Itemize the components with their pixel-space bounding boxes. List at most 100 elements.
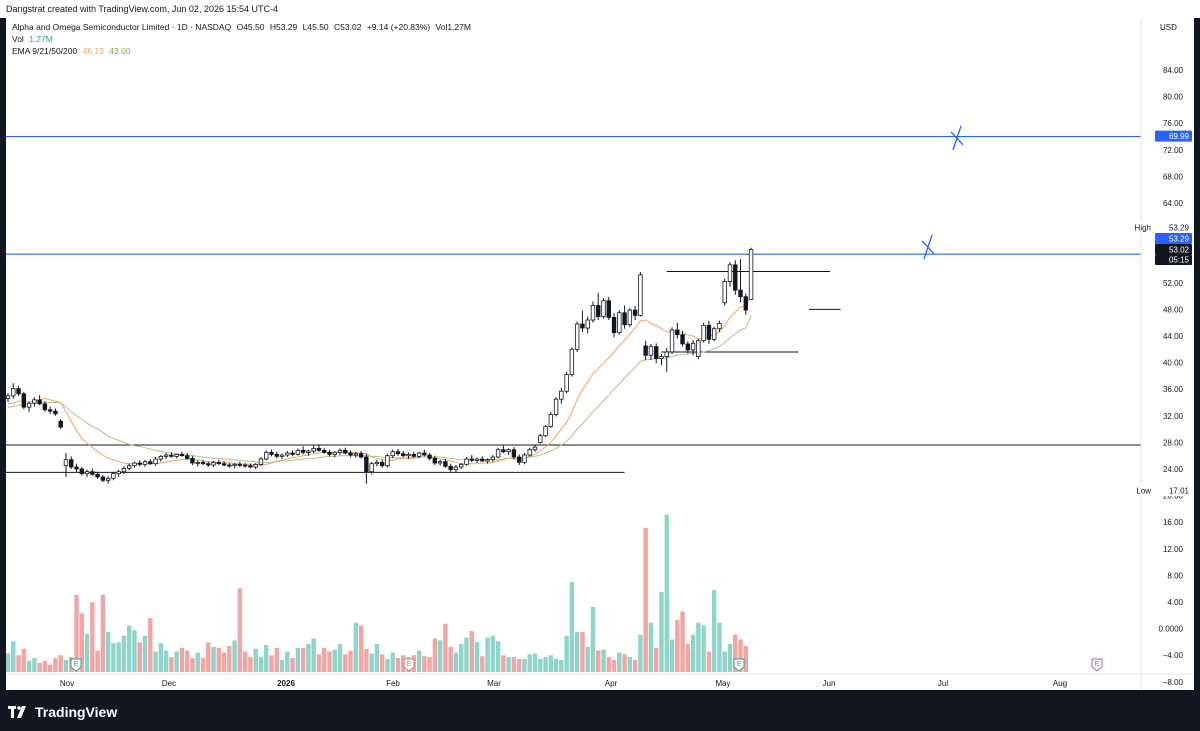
candle bbox=[480, 456, 485, 462]
tag-low-label-bg bbox=[1133, 485, 1154, 496]
candle-body bbox=[427, 454, 432, 459]
candle-body bbox=[21, 393, 27, 408]
candle bbox=[132, 461, 137, 468]
volume-bar bbox=[474, 642, 480, 672]
volume-bar bbox=[664, 514, 669, 672]
candle-body bbox=[74, 466, 79, 470]
candle bbox=[748, 247, 754, 300]
price-tick-label: 44.00 bbox=[1163, 332, 1184, 341]
candle bbox=[738, 258, 743, 303]
x-mark-upper bbox=[950, 125, 964, 151]
candle bbox=[184, 453, 190, 460]
candle-body bbox=[190, 457, 195, 464]
earnings-icon-aug-shape bbox=[1091, 658, 1103, 672]
ema21-value: 43.00 bbox=[109, 46, 131, 56]
volume-bar bbox=[437, 640, 443, 672]
volume-bar bbox=[717, 622, 722, 672]
volume-bar bbox=[532, 653, 538, 672]
time-tick-label: Mar bbox=[487, 679, 501, 688]
candle-body bbox=[574, 323, 580, 350]
tag-high-value-text: 53.29 bbox=[1169, 224, 1190, 233]
price-axis-bg bbox=[1141, 18, 1194, 690]
ema21-line bbox=[7, 315, 752, 463]
price-tick-label: 80.00 bbox=[1163, 93, 1184, 102]
candle bbox=[701, 322, 706, 343]
candle bbox=[21, 391, 27, 410]
candle-body bbox=[264, 451, 269, 460]
volume-bar bbox=[580, 632, 585, 672]
candle-body bbox=[627, 309, 633, 326]
candle-body bbox=[669, 329, 675, 353]
tag-level-lower-text: 53.29 bbox=[1169, 235, 1190, 244]
volume-bar bbox=[469, 631, 474, 672]
candle bbox=[443, 459, 448, 468]
candle bbox=[116, 469, 121, 477]
candle bbox=[559, 387, 564, 404]
ema-label: EMA 9/21/50/200 bbox=[12, 46, 78, 56]
candle-body bbox=[532, 446, 538, 451]
volume-bar bbox=[121, 635, 127, 672]
earnings-icon-may-glyph: E bbox=[737, 661, 742, 668]
tradingview-logo[interactable]: TradingView bbox=[8, 704, 117, 720]
candle bbox=[169, 452, 174, 458]
candle bbox=[622, 305, 627, 329]
volume-bar bbox=[322, 647, 327, 672]
tag-high-label-text: High bbox=[1135, 224, 1151, 233]
candle-body bbox=[358, 453, 364, 458]
volume-bar bbox=[722, 651, 727, 672]
volume-bar bbox=[648, 622, 654, 672]
volume-bar bbox=[485, 637, 490, 672]
candle-body bbox=[395, 451, 401, 455]
candle bbox=[142, 459, 148, 468]
volume-bar bbox=[501, 655, 506, 672]
volume-bar bbox=[511, 657, 517, 672]
candle-body bbox=[580, 323, 585, 329]
candle bbox=[627, 308, 633, 327]
credit-text: Dangstrat created with TradingView.com, … bbox=[6, 4, 278, 14]
candle bbox=[596, 292, 601, 321]
candle bbox=[311, 445, 316, 454]
volume-bar bbox=[601, 649, 606, 672]
candle bbox=[659, 353, 664, 366]
candle bbox=[11, 383, 16, 399]
time-tick-label: Nov bbox=[60, 679, 74, 688]
price-tick-label: 32.00 bbox=[1163, 412, 1184, 421]
volume-bar bbox=[100, 594, 106, 672]
candle-body bbox=[100, 476, 106, 481]
candle bbox=[711, 326, 717, 342]
candle bbox=[374, 459, 380, 467]
candle-body bbox=[717, 322, 722, 330]
candle-body bbox=[379, 461, 385, 467]
volume-bar bbox=[200, 658, 206, 672]
earnings-icon-feb-glyph: E bbox=[407, 661, 412, 668]
volume-bar bbox=[711, 590, 717, 672]
tag-level-upper: 69.99 bbox=[1155, 130, 1192, 142]
ema9-line bbox=[7, 294, 752, 466]
time-tick-label: May bbox=[715, 679, 730, 688]
candle bbox=[743, 293, 748, 315]
candle-body bbox=[58, 420, 63, 428]
price-tick-label: 24.00 bbox=[1163, 465, 1184, 474]
volume-bar bbox=[253, 648, 258, 672]
candle-body bbox=[169, 454, 174, 457]
volume-bar bbox=[443, 623, 448, 672]
volume-bar bbox=[337, 644, 343, 672]
candle-body bbox=[738, 289, 743, 298]
candle-body bbox=[406, 453, 411, 457]
volume-bar bbox=[701, 625, 706, 672]
volume-bar bbox=[348, 650, 353, 672]
candle bbox=[353, 451, 359, 458]
candle-body bbox=[42, 403, 48, 411]
top-caption-bar: Dangstrat created with TradingView.com, … bbox=[0, 0, 1200, 18]
candle-body bbox=[733, 264, 738, 291]
candle bbox=[369, 461, 374, 475]
candle-body bbox=[47, 409, 53, 412]
candle bbox=[221, 461, 227, 467]
volume-bar bbox=[659, 592, 664, 672]
volume-bar bbox=[696, 622, 701, 672]
price-tick-label: 52.00 bbox=[1163, 279, 1184, 288]
candle-body bbox=[132, 462, 137, 467]
candle bbox=[379, 459, 385, 468]
